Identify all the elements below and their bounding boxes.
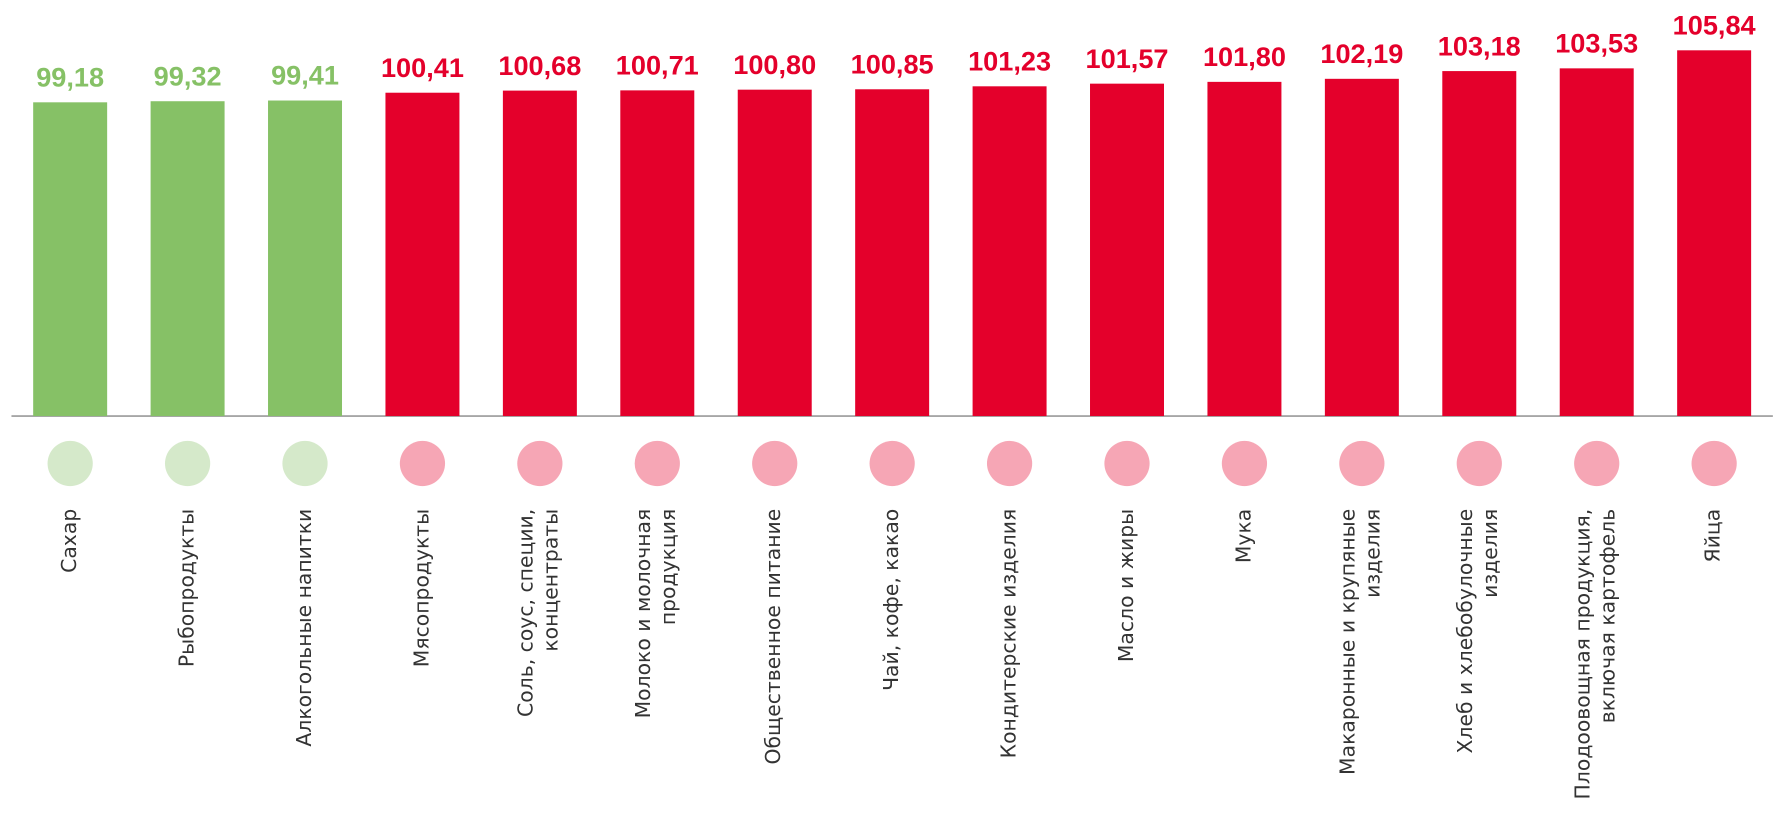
- icon: [517, 440, 563, 487]
- x-tick-label-box: Рыбопродукты: [175, 508, 199, 668]
- x-tick-label-box: Макаронные и крупяные изделия: [1336, 508, 1386, 775]
- value-label: 102,19: [1320, 38, 1403, 69]
- x-tick-label: Масло и жиры: [1114, 508, 1139, 663]
- x-tick-label: Молоко и молочная продукция: [632, 508, 682, 719]
- value-label: 100,41: [381, 52, 464, 83]
- x-tick-label: Рыбопродукты: [175, 508, 199, 668]
- bar: [1324, 78, 1399, 417]
- icon: [1574, 440, 1620, 487]
- value-label: 103,53: [1555, 28, 1638, 59]
- x-tick-label: Кондитерские изделия: [997, 508, 1021, 759]
- x-tick-label-box: Сахар: [57, 508, 82, 573]
- bar: [268, 100, 343, 417]
- x-tick-label: Общественное питание: [762, 508, 787, 765]
- value-label: 100,71: [616, 50, 699, 81]
- bar: [1677, 50, 1752, 417]
- x-tick-label: Яйца: [1701, 508, 1726, 563]
- x-tick-label-box: Чай, кофе, какао: [879, 508, 904, 691]
- value-label: 100,80: [733, 49, 816, 80]
- bar: [1090, 83, 1164, 417]
- x-tick-label-box: Алкогольные напитки: [292, 508, 317, 747]
- bar: [502, 90, 577, 417]
- x-tick-label-box: Хлеб и хлебобулочные изделия: [1454, 508, 1504, 754]
- bar: [33, 102, 108, 417]
- value-label: 100,85: [851, 48, 934, 79]
- bar: [620, 90, 695, 417]
- x-tick-label-box: Соль, соус, специи, концентраты: [514, 508, 564, 717]
- x-tick-label-box: Мука: [1231, 508, 1256, 564]
- x-tick-label-box: Мясопродукты: [410, 508, 434, 668]
- value-label: 101,57: [1086, 43, 1169, 74]
- bar: [385, 92, 460, 417]
- icon: [164, 440, 211, 487]
- x-tick-label: Алкогольные напитки: [292, 508, 317, 747]
- value-label: 103,18: [1438, 30, 1521, 61]
- x-tick-label-box: Яйца: [1701, 508, 1726, 563]
- x-tick-label: Сахар: [57, 508, 82, 573]
- value-label: 101,80: [1203, 41, 1286, 72]
- icon: [282, 440, 328, 487]
- x-tick-label: Мясопродукты: [410, 508, 434, 668]
- value-label: 105,84: [1673, 9, 1756, 40]
- icon: [1221, 440, 1268, 487]
- x-tick-label: Плодоовощная продукция, включая картофел…: [1571, 508, 1621, 800]
- icon: [399, 440, 446, 487]
- icon: [1339, 440, 1385, 487]
- value-label: 99,32: [154, 60, 222, 91]
- bar: [1442, 71, 1517, 417]
- bar: [972, 86, 1047, 417]
- x-tick-label: Макаронные и крупяные изделия: [1336, 508, 1386, 775]
- icon: [634, 440, 680, 487]
- value-label: 101,23: [968, 45, 1051, 76]
- value-label: 99,18: [36, 61, 104, 92]
- x-tick-label-box: Масло и жиры: [1114, 508, 1139, 663]
- x-tick-label: Хлеб и хлебобулочные изделия: [1454, 508, 1504, 754]
- bar: [1207, 81, 1282, 417]
- icon: [986, 440, 1033, 487]
- value-label: 100,68: [498, 50, 581, 81]
- icon: [1456, 440, 1502, 487]
- bar: [855, 89, 930, 417]
- x-tick-label: Соль, соус, специи, концентраты: [514, 508, 564, 717]
- icon: [1104, 440, 1150, 487]
- x-tick-label-box: Кондитерские изделия: [997, 508, 1021, 759]
- x-tick-label: Мука: [1231, 508, 1256, 564]
- icon: [1691, 440, 1737, 487]
- bar: [1559, 68, 1634, 417]
- bar: [737, 89, 812, 417]
- icon: [47, 440, 93, 487]
- x-tick-label-box: Молоко и молочная продукция: [632, 508, 682, 719]
- x-tick-label-box: Общественное питание: [762, 508, 787, 765]
- icon: [752, 440, 798, 487]
- icon: [869, 440, 915, 487]
- value-label: 99,41: [271, 60, 339, 91]
- bar: [150, 101, 225, 417]
- x-tick-label: Чай, кофе, какао: [879, 508, 904, 691]
- x-tick-label-box: Плодоовощная продукция, включая картофел…: [1571, 508, 1621, 800]
